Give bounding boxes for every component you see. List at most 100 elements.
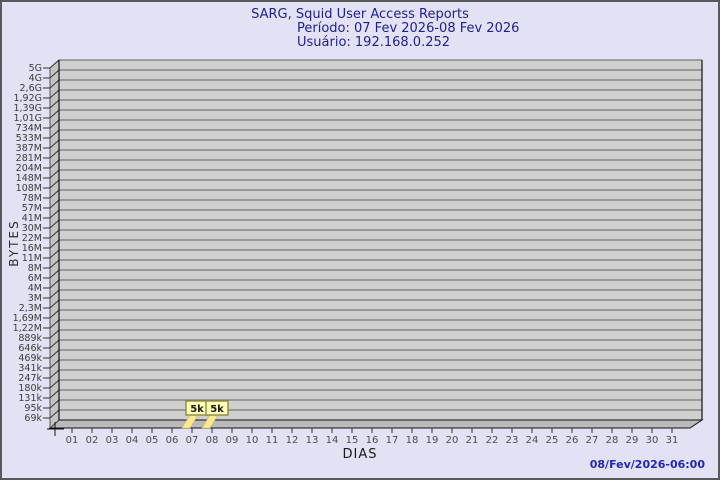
wall-diagonal bbox=[49, 179, 60, 189]
y-tick-label: 95k bbox=[24, 403, 42, 414]
x-tick-label: 30 bbox=[646, 435, 659, 446]
wall-diagonal bbox=[49, 349, 60, 359]
x-tick-label: 11 bbox=[266, 435, 279, 446]
wall-diagonal bbox=[49, 99, 60, 109]
x-tick-label: 06 bbox=[166, 435, 179, 446]
wall-diagonal bbox=[49, 309, 60, 319]
y-tick-label: 8M bbox=[28, 263, 42, 274]
wall-diagonal bbox=[49, 329, 60, 339]
x-tick-label: 14 bbox=[326, 435, 339, 446]
y-axis-title: BYTES bbox=[7, 219, 21, 267]
x-tick-label: 17 bbox=[386, 435, 399, 446]
x-tick-label: 16 bbox=[366, 435, 379, 446]
y-tick-label: 247k bbox=[18, 373, 42, 384]
y-tick-label: 57M bbox=[22, 203, 42, 214]
y-tick-label: 889k bbox=[18, 333, 42, 344]
x-tick-label: 15 bbox=[346, 435, 359, 446]
wall-diagonal bbox=[49, 289, 60, 299]
y-tick-label: 387M bbox=[16, 143, 42, 154]
wall-diagonal bbox=[49, 189, 60, 199]
x-tick-label: 04 bbox=[126, 435, 139, 446]
wall-diagonal bbox=[49, 129, 60, 139]
y-tick-label: 69k bbox=[24, 413, 42, 424]
wall-diagonal bbox=[49, 369, 60, 379]
x-tick-label: 09 bbox=[226, 435, 239, 446]
x-tick-label: 12 bbox=[286, 435, 299, 446]
y-tick-label: 2,3M bbox=[19, 303, 42, 314]
wall-diagonal bbox=[49, 59, 60, 69]
x-tick-label: 10 bbox=[246, 435, 259, 446]
y-tick-label: 16M bbox=[22, 243, 42, 254]
x-tick-label: 24 bbox=[526, 435, 539, 446]
y-tick-label: 148M bbox=[16, 173, 42, 184]
x-tick-label: 23 bbox=[506, 435, 519, 446]
y-tick-label: 281M bbox=[16, 153, 42, 164]
y-tick-label: 78M bbox=[22, 193, 42, 204]
y-tick-label: 180k bbox=[18, 383, 42, 394]
wall-diagonal bbox=[49, 229, 60, 239]
wall-diagonal bbox=[49, 169, 60, 179]
y-tick-label: 1,92G bbox=[13, 93, 42, 104]
wall-diagonal bbox=[49, 69, 60, 79]
x-tick-label: 05 bbox=[146, 435, 159, 446]
wall-diagonal bbox=[49, 139, 60, 149]
wall-diagonal bbox=[49, 379, 60, 389]
wall-diagonal bbox=[49, 239, 60, 249]
x-tick-label: 28 bbox=[606, 435, 619, 446]
wall-diagonal bbox=[49, 409, 60, 419]
report-period: Período: 07 Fev 2026-08 Fev 2026 bbox=[297, 21, 520, 36]
wall-diagonal bbox=[49, 219, 60, 229]
wall-diagonal bbox=[49, 389, 60, 399]
y-tick-label: 22M bbox=[22, 233, 42, 244]
wall-diagonal bbox=[49, 319, 60, 329]
wall-diagonal bbox=[49, 79, 60, 89]
wall-diagonal bbox=[49, 299, 60, 309]
wall-diagonal bbox=[49, 89, 60, 99]
y-tick-label: 341k bbox=[18, 363, 42, 374]
wall-diagonal bbox=[49, 149, 60, 159]
x-tick-label: 08 bbox=[206, 435, 219, 446]
report-title: SARG, Squid User Access Reports bbox=[251, 7, 469, 22]
x-tick-label: 13 bbox=[306, 435, 319, 446]
y-tick-label: 533M bbox=[16, 133, 42, 144]
x-tick-label: 07 bbox=[186, 435, 199, 446]
y-tick-label: 11M bbox=[22, 253, 42, 264]
y-tick-label: 734M bbox=[16, 123, 42, 134]
y-tick-label: 4G bbox=[29, 73, 42, 84]
bar-value-label-day-08: 5k bbox=[210, 404, 224, 415]
wall-diagonal bbox=[49, 259, 60, 269]
y-tick-label: 646k bbox=[18, 343, 42, 354]
wall-diagonal bbox=[49, 249, 60, 259]
y-tick-label: 30M bbox=[22, 223, 42, 234]
y-tick-label: 204M bbox=[16, 163, 42, 174]
bar-value-label-day-07: 5k bbox=[190, 404, 204, 415]
x-axis-title: DIAS bbox=[342, 447, 378, 462]
x-tick-label: 29 bbox=[626, 435, 639, 446]
x-tick-label: 18 bbox=[406, 435, 419, 446]
x-tick-label: 31 bbox=[666, 435, 679, 446]
wall-diagonal bbox=[49, 399, 60, 409]
bar-value-box-day-08 bbox=[205, 400, 229, 416]
generation-timestamp: 08/Fev/2026-06:00 bbox=[589, 458, 705, 471]
x-tick-label: 03 bbox=[106, 435, 119, 446]
y-tick-label: 1,39G bbox=[13, 103, 42, 114]
y-tick-label: 4M bbox=[28, 283, 42, 294]
y-tick-label: 1,22M bbox=[13, 323, 42, 334]
y-tick-label: 1,01G bbox=[13, 113, 42, 124]
wall-diagonal bbox=[49, 339, 60, 349]
x-tick-label: 20 bbox=[446, 435, 459, 446]
x-tick-label: 21 bbox=[466, 435, 479, 446]
chart-floor bbox=[48, 419, 704, 429]
wall-diagonal bbox=[49, 119, 60, 129]
y-tick-label: 2,6G bbox=[20, 83, 42, 94]
report-user: Usuário: 192.168.0.252 bbox=[297, 35, 451, 50]
y-tick-label: 108M bbox=[16, 183, 42, 194]
wall-diagonal bbox=[49, 279, 60, 289]
x-tick-label: 22 bbox=[486, 435, 499, 446]
wall-diagonal bbox=[49, 269, 60, 279]
y-tick-label: 1,69M bbox=[13, 313, 42, 324]
wall-diagonal bbox=[49, 199, 60, 209]
y-tick-label: 131k bbox=[18, 393, 42, 404]
